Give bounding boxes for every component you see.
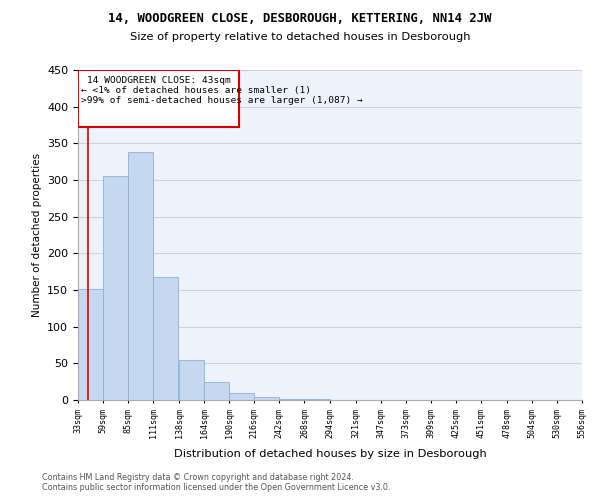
Bar <box>128 152 153 400</box>
Text: ← <1% of detached houses are smaller (1): ← <1% of detached houses are smaller (1) <box>81 86 311 95</box>
Bar <box>179 360 204 400</box>
Text: 14, WOODGREEN CLOSE, DESBOROUGH, KETTERING, NN14 2JW: 14, WOODGREEN CLOSE, DESBOROUGH, KETTERI… <box>108 12 492 26</box>
Bar <box>254 397 280 400</box>
Bar <box>103 176 128 400</box>
Y-axis label: Number of detached properties: Number of detached properties <box>32 153 41 317</box>
Bar <box>204 382 229 400</box>
Bar <box>78 288 103 400</box>
Bar <box>229 392 254 400</box>
Bar <box>153 277 178 400</box>
FancyBboxPatch shape <box>78 70 239 127</box>
Text: Size of property relative to detached houses in Desborough: Size of property relative to detached ho… <box>130 32 470 42</box>
Text: >99% of semi-detached houses are larger (1,087) →: >99% of semi-detached houses are larger … <box>81 96 362 106</box>
Text: Contains HM Land Registry data © Crown copyright and database right 2024.
Contai: Contains HM Land Registry data © Crown c… <box>42 473 391 492</box>
Bar <box>280 398 304 400</box>
X-axis label: Distribution of detached houses by size in Desborough: Distribution of detached houses by size … <box>173 449 487 459</box>
Text: 14 WOODGREEN CLOSE: 43sqm: 14 WOODGREEN CLOSE: 43sqm <box>86 76 230 85</box>
